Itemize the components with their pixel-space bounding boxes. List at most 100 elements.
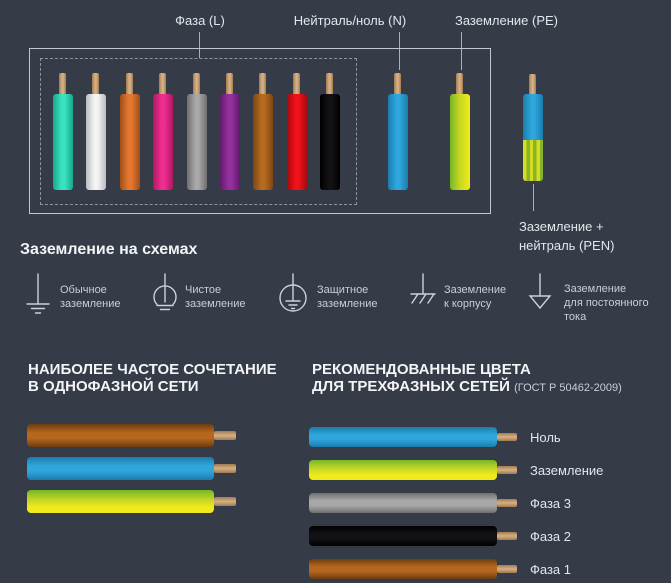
copper-tip [126,73,133,95]
phase-wire-pink [153,73,173,190]
phase-wire-turquoise [53,73,73,190]
pen-wire-striped-section [523,140,543,181]
wire-insulation [120,94,140,190]
symbols-section-title: Заземление на схемах [20,241,198,258]
symbol-label-chassis: Заземление к корпусу [444,283,506,311]
copper-tip [159,73,166,95]
copper-tip [259,73,266,95]
copper-tip [497,433,517,441]
wire-insulation [27,490,214,513]
copper-tip [193,73,200,95]
symbol-label-line: Защитное [317,284,369,296]
wire-insulation [287,94,307,190]
dc-ground-icon [525,272,555,323]
pen-wire [523,74,543,191]
wire-insulation [309,427,497,447]
pen-label-line1: Заземление + [519,219,604,234]
wire-insulation [27,457,214,480]
pen-label: Заземление + нейтраль (PEN) [519,218,614,256]
phase-wire-black [320,73,340,190]
phase-wire-white [86,73,106,190]
wire-insulation [320,94,340,190]
wire-insulation [309,559,497,579]
symbol-label-line: Обычное [60,284,107,296]
earth-ground-icon [23,272,53,323]
symbol-label-line: заземление [185,298,246,310]
heading-line: ДЛЯ ТРЕХФАЗНЫХ СЕТЕЙ (ГОСТ Р 50462-2009) [312,378,622,397]
copper-tip [226,73,233,95]
copper-tip [456,73,463,95]
wire-insulation [309,526,497,546]
wire-insulation [27,424,214,447]
copper-tip [497,466,517,474]
ground-group-label: Заземление (PE) [455,13,559,28]
wire-insulation [220,94,240,190]
copper-tip [214,431,236,440]
wire-insulation [309,460,497,480]
pen-label-line2: нейтраль (PEN) [519,237,615,253]
copper-tip [497,532,517,540]
symbol-label-line: Чистое [185,284,222,296]
phase-wire-purple [220,73,240,190]
symbol-label-dc: Заземление для постоянного тока [564,282,649,324]
symbol-label-plain: Обычное заземление [60,283,121,311]
three-phase-heading: РЕКОМЕНДОВАННЫЕ ЦВЕТА ДЛЯ ТРЕХФАЗНЫХ СЕТ… [312,361,622,397]
neutral-group-label: Нейтраль/ноль (N) [293,13,407,28]
heading-line-text: ДЛЯ ТРЕХФАЗНЫХ СЕТЕЙ [312,378,510,395]
wire-label-phase3: Фаза 3 [530,496,571,511]
symbol-label-line: заземление [317,298,378,310]
copper-tip [92,73,99,95]
wire-insulation [309,493,497,513]
chassis-ground-icon [406,272,440,323]
clean-earth-icon [150,272,180,323]
single-phase-heading: НАИБОЛЕЕ ЧАСТОЕ СОЧЕТАНИЕ В ОДНОФАЗНОЙ С… [28,361,277,395]
wire-insulation [153,94,173,190]
wire-label-phase1: Фаза 1 [530,562,571,577]
wire-insulation [86,94,106,190]
copper-tip [497,499,517,507]
wire-label-neutral: Ноль [530,430,561,445]
neutral-pointer-line [399,32,400,70]
copper-tip [394,73,401,95]
symbol-label-protective: Защитное заземление [317,283,378,311]
symbol-label-line: заземление [60,298,121,310]
neutral-wire-blue [388,73,408,190]
wire-insulation [53,94,73,190]
symbol-label-line: тока [564,311,587,323]
wire-insulation [388,94,408,190]
wire-insulation [187,94,207,190]
wire-label-ground: Заземление [530,463,604,478]
phase-pointer-line [199,32,200,58]
copper-tip [326,73,333,95]
copper-tip [497,565,517,573]
ground-pointer-line [461,32,462,70]
phase-wires-dashed-box [40,58,357,205]
symbol-label-line: Заземление [444,284,507,296]
gost-note: (ГОСТ Р 50462-2009) [514,382,622,394]
phase-group-label: Фаза (L) [175,13,225,28]
copper-tip [214,464,236,473]
copper-tip [59,73,66,95]
wire-label-phase2: Фаза 2 [530,529,571,544]
heading-line: В ОДНОФАЗНОЙ СЕТИ [28,378,199,395]
ground-wire-yellow-green [450,73,470,190]
phase-wire-orange [120,73,140,190]
copper-tip [529,74,536,96]
pen-pointer-line [533,184,534,211]
wire-groups-box [29,48,491,214]
symbol-label-line: для постоянного [564,297,649,309]
copper-tip [214,497,236,506]
phase-wire-brown [253,73,273,190]
phase-wire-gray [187,73,207,190]
symbol-label-clean: Чистое заземление [185,283,246,311]
symbol-label-line: к корпусу [444,298,492,310]
protective-earth-icon [278,272,308,323]
heading-line: РЕКОМЕНДОВАННЫЕ ЦВЕТА [312,361,531,378]
copper-tip [293,73,300,95]
wire-insulation [450,94,470,190]
phase-wire-red [287,73,307,190]
wire-insulation [253,94,273,190]
heading-line: НАИБОЛЕЕ ЧАСТОЕ СОЧЕТАНИЕ [28,361,277,378]
pen-wire-blue-section [523,94,543,140]
